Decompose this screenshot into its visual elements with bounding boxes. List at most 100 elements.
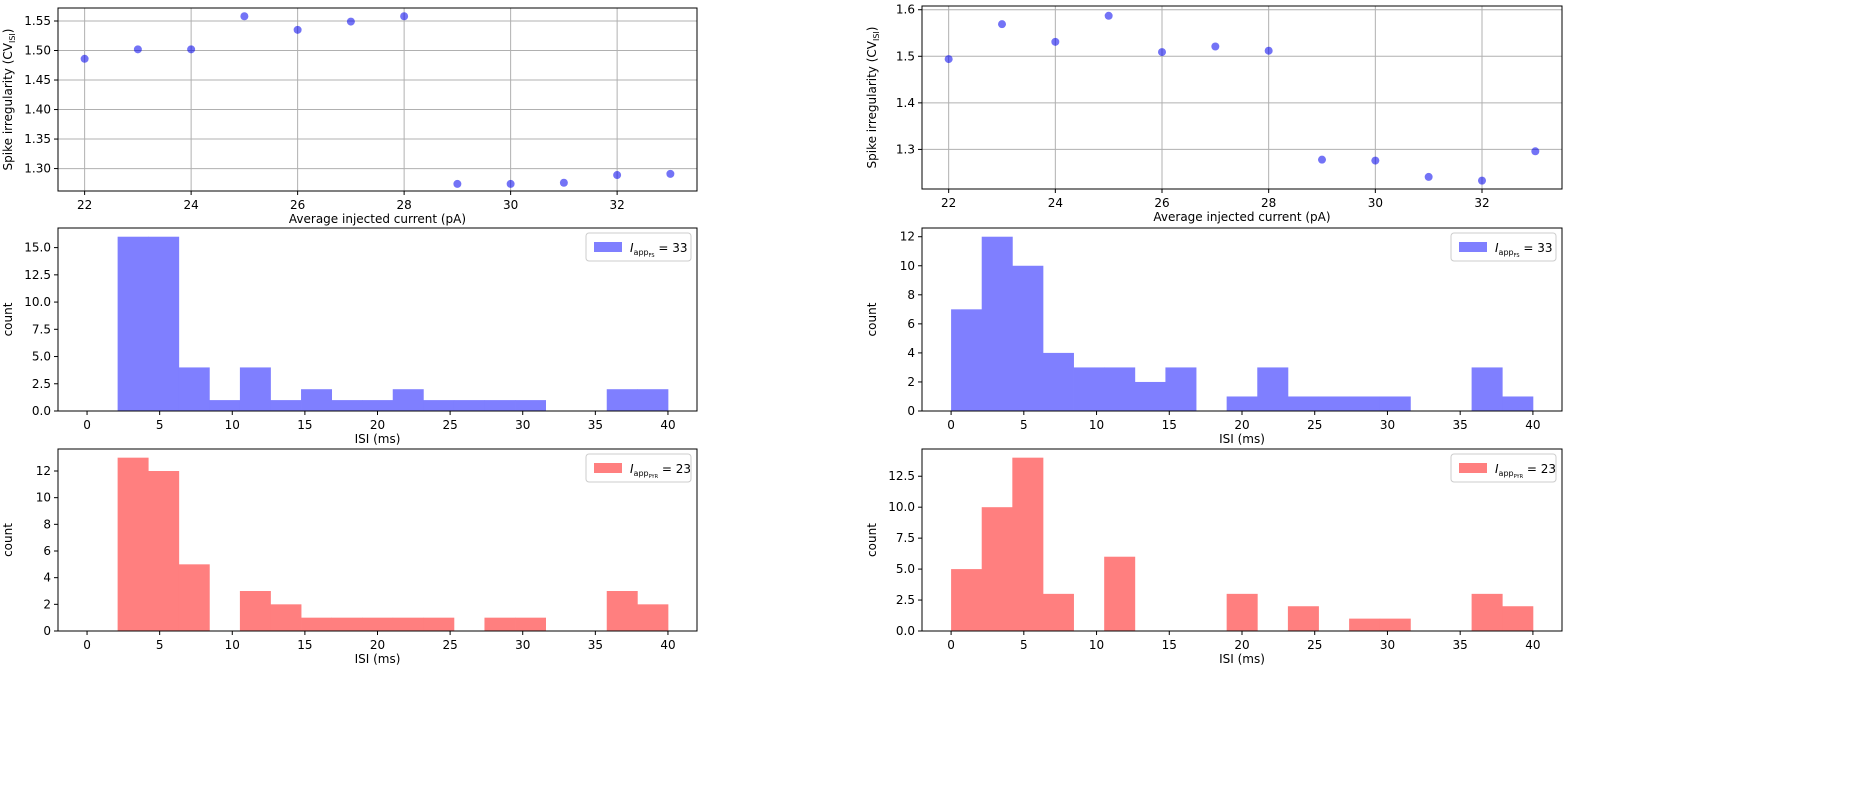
x-tick-label: 40 — [660, 418, 675, 432]
histogram-bar — [270, 400, 302, 411]
chart-4: 0 5 10 15 20 25 30 35 40 0 2 4 6 8 10 12 ISI (ms) count Ia… — [865, 227, 1563, 446]
histogram-bar — [951, 309, 983, 411]
y-tick-label: 8 — [43, 517, 51, 531]
legend-label: IappPYR = 23 — [1495, 462, 1556, 480]
legend-box — [1450, 453, 1557, 483]
legend-label: IappFS = 33 — [630, 241, 688, 259]
y-tick-label: 12.5 — [24, 268, 51, 282]
x-tick-label: 30 — [515, 418, 530, 432]
x-tick-label: 15 — [1162, 638, 1177, 652]
x-axis-label: Average injected current (pA) — [1153, 210, 1330, 224]
x-tick-label: 40 — [1525, 638, 1540, 652]
y-tick-label: 2 — [907, 375, 915, 389]
histogram-bar — [1502, 396, 1534, 411]
x-tick-label: 24 — [1048, 196, 1063, 210]
legend-box — [585, 453, 692, 483]
legend-box — [585, 232, 692, 262]
x-tick-label: 20 — [370, 638, 385, 652]
legend-label: IappPYR = 23 — [630, 462, 691, 480]
histogram-bar — [331, 400, 363, 411]
y-tick-label: 7.5 — [32, 322, 51, 336]
data-point — [187, 45, 196, 54]
x-tick-label: 5 — [1020, 418, 1028, 432]
data-point — [1531, 147, 1540, 156]
y-tick-label: 12.5 — [888, 469, 915, 483]
y-tick-label: 8 — [907, 288, 915, 302]
x-tick-label: 28 — [396, 198, 411, 212]
x-tick-label: 22 — [941, 196, 956, 210]
histogram-bar — [951, 569, 983, 631]
x-tick-label: 5 — [1020, 638, 1028, 652]
y-tick-label: 10 — [900, 259, 915, 273]
y-tick-label: 0.0 — [32, 404, 51, 418]
y-tick-label: 0 — [907, 404, 915, 418]
y-tick-label: 5.0 — [896, 562, 915, 576]
x-tick-label: 5 — [156, 638, 164, 652]
data-point — [1051, 37, 1060, 46]
histogram-bar — [301, 617, 333, 631]
y-tick-label: 0.0 — [896, 624, 915, 638]
histogram-bar — [1012, 265, 1044, 411]
data-point — [1318, 155, 1326, 164]
y-axis-label: count — [1, 302, 15, 336]
y-tick-label: 1.30 — [24, 162, 51, 176]
histogram-bar — [1287, 606, 1319, 631]
data-point — [453, 179, 462, 188]
x-axis-label: ISI (ms) — [355, 432, 401, 446]
data-point — [613, 171, 622, 180]
x-tick-label: 25 — [442, 418, 457, 432]
y-tick-label: 15.0 — [24, 241, 51, 255]
chart-2: 22 24 26 28 30 32 1.3 1.4 1.5 1.6 Average injected… — [865, 3, 1563, 224]
histogram-bar — [1042, 352, 1074, 411]
chart-3: 0 5 10 15 20 25 30 35 40 0.0 2.5 5.0 7.5 10.0 12.5 15.0… — [1, 227, 698, 446]
x-tick-label: 40 — [1525, 418, 1540, 432]
histogram-bar — [484, 617, 516, 631]
x-axis-label: ISI (ms) — [1219, 652, 1265, 666]
histogram-bar — [423, 400, 455, 411]
y-tick-label: 6 — [907, 317, 915, 331]
legend-box — [1450, 232, 1557, 262]
data-point — [506, 179, 515, 188]
histogram-bar — [1226, 593, 1258, 631]
x-tick-label: 30 — [503, 198, 518, 212]
x-tick-label: 25 — [1307, 638, 1322, 652]
x-tick-label: 28 — [1261, 196, 1276, 210]
histogram-bar — [117, 236, 149, 411]
y-tick-label: 5.0 — [32, 350, 51, 364]
x-tick-label: 30 — [1380, 638, 1395, 652]
x-tick-label: 35 — [1453, 638, 1468, 652]
y-axis-label: Spike irregularity (CVISI) — [1, 29, 17, 171]
y-axis-label: count — [865, 302, 879, 336]
legend: IappFS = 33 — [585, 232, 692, 262]
data-point — [400, 12, 409, 21]
histogram-bar — [1502, 606, 1534, 631]
x-tick-label: 30 — [1368, 196, 1383, 210]
x-tick-label: 20 — [1234, 638, 1249, 652]
x-tick-label: 26 — [1154, 196, 1169, 210]
histogram-bar — [209, 400, 241, 411]
histogram-bar — [301, 389, 333, 411]
histogram-bar — [981, 236, 1013, 411]
y-tick-label: 10.0 — [888, 500, 915, 514]
x-tick-label: 10 — [1089, 418, 1104, 432]
x-tick-label: 15 — [297, 638, 312, 652]
y-tick-label: 1.50 — [24, 44, 51, 58]
histogram-bar — [148, 236, 180, 411]
y-tick-label: 1.35 — [24, 132, 51, 146]
data-point — [1211, 42, 1220, 51]
x-tick-label: 0 — [947, 418, 955, 432]
data-point — [1104, 11, 1113, 20]
x-tick-label: 30 — [515, 638, 530, 652]
histogram-bar — [1073, 367, 1105, 411]
y-axis-label: count — [865, 523, 879, 557]
x-tick-label: 15 — [1162, 418, 1177, 432]
x-tick-label: 15 — [297, 418, 312, 432]
legend-swatch — [594, 463, 622, 473]
x-tick-label: 10 — [1089, 638, 1104, 652]
histogram-bar — [1257, 367, 1289, 411]
y-tick-label: 10 — [36, 491, 51, 505]
y-tick-label: 4 — [907, 346, 915, 360]
histogram-bar — [1226, 396, 1258, 411]
x-tick-label: 35 — [588, 418, 603, 432]
data-point — [666, 169, 675, 178]
